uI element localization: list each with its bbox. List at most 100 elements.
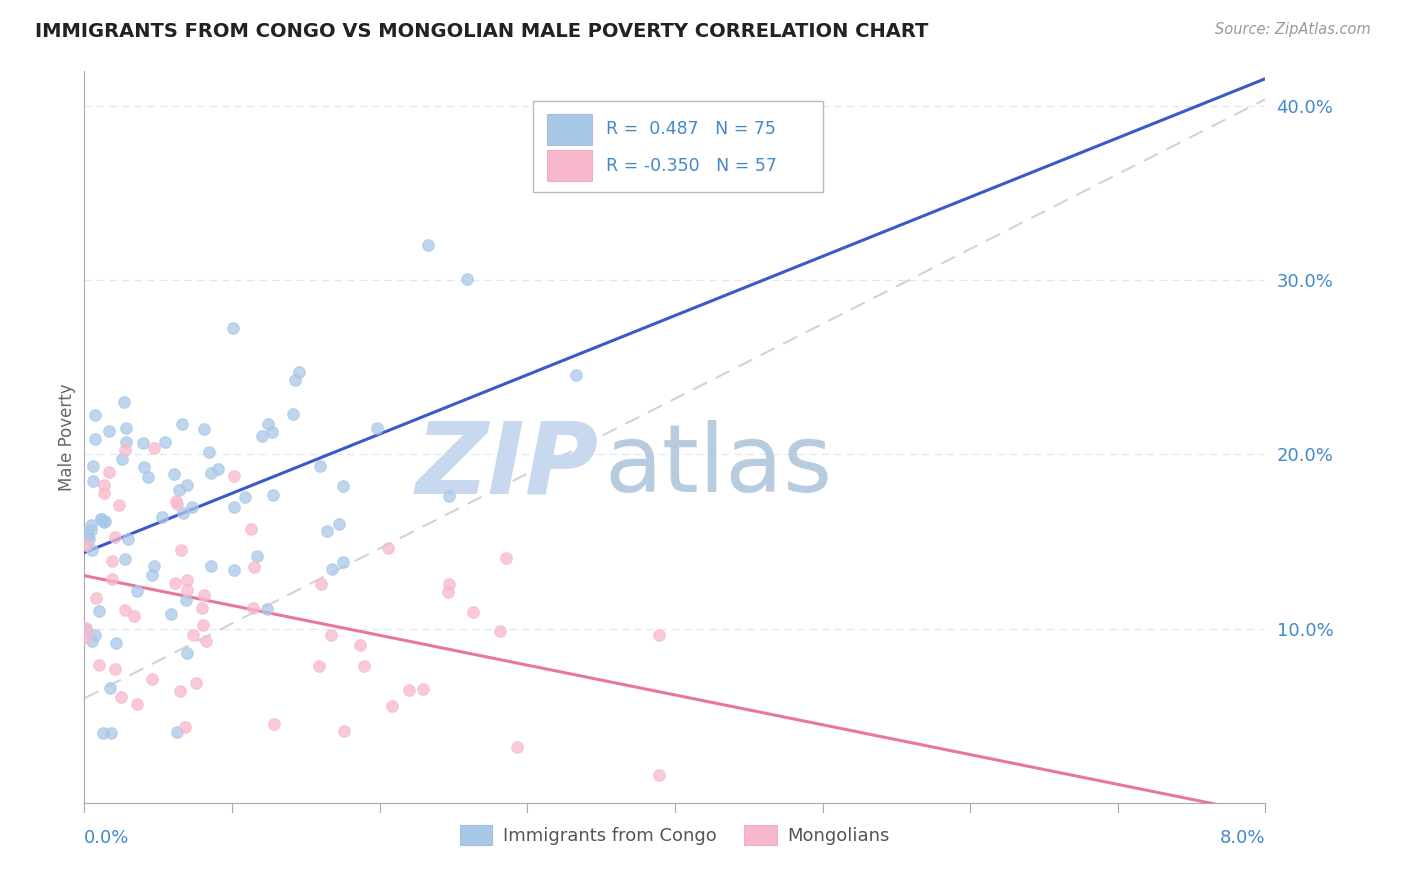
Point	[141, 568, 163, 582]
Point	[418, 238, 440, 252]
Point	[83, 408, 105, 422]
Point	[222, 321, 245, 335]
Point	[200, 466, 222, 480]
Point	[262, 488, 284, 502]
Point	[114, 442, 136, 457]
Point	[349, 638, 371, 652]
Point	[104, 530, 127, 544]
Point	[176, 582, 198, 597]
Point	[84, 591, 107, 605]
Text: 0.0%: 0.0%	[84, 829, 129, 847]
Point	[309, 459, 332, 474]
Point	[381, 698, 404, 713]
Point	[176, 573, 198, 587]
Y-axis label: Male Poverty: Male Poverty	[58, 384, 76, 491]
Point	[564, 368, 586, 383]
Point	[250, 429, 273, 443]
Text: 8.0%: 8.0%	[1220, 829, 1265, 847]
Point	[76, 527, 98, 541]
Point	[489, 624, 512, 638]
Point	[284, 373, 307, 387]
Point	[243, 560, 266, 574]
Point	[105, 636, 128, 650]
Point	[193, 421, 215, 435]
Point	[332, 479, 354, 493]
Point	[233, 490, 256, 504]
Point	[260, 425, 283, 439]
Point	[176, 477, 198, 491]
Point	[125, 583, 148, 598]
Point	[198, 444, 221, 458]
Point	[98, 465, 121, 479]
Point	[91, 726, 114, 740]
Point	[173, 507, 195, 521]
Point	[170, 542, 193, 557]
Point	[181, 628, 204, 642]
Point	[83, 628, 105, 642]
Point	[132, 436, 155, 450]
Point	[104, 662, 127, 676]
Text: atlas: atlas	[605, 420, 832, 512]
Point	[256, 602, 278, 616]
FancyBboxPatch shape	[533, 101, 823, 192]
Point	[222, 563, 245, 577]
Point	[495, 551, 517, 566]
Point	[283, 407, 305, 421]
Point	[153, 435, 176, 450]
Point	[82, 634, 104, 648]
Point	[456, 272, 478, 286]
Point	[89, 604, 111, 618]
FancyBboxPatch shape	[547, 114, 592, 145]
Point	[174, 592, 197, 607]
Point	[316, 524, 339, 538]
Point	[319, 628, 342, 642]
Point	[308, 658, 330, 673]
Point	[333, 724, 356, 739]
Point	[75, 630, 97, 644]
Point	[114, 435, 136, 450]
Point	[257, 417, 280, 431]
Point	[111, 452, 134, 467]
Point	[288, 365, 311, 379]
Point	[90, 512, 112, 526]
Point	[207, 462, 229, 476]
Point	[166, 725, 188, 739]
Point	[80, 543, 103, 558]
Point	[169, 683, 191, 698]
Point	[75, 538, 97, 552]
Point	[200, 559, 222, 574]
Point	[77, 532, 100, 546]
Point	[83, 432, 105, 446]
Text: R =  0.487   N = 75: R = 0.487 N = 75	[606, 120, 776, 138]
Point	[377, 541, 399, 555]
Text: R = -0.350   N = 57: R = -0.350 N = 57	[606, 157, 778, 175]
Point	[100, 553, 122, 567]
Point	[82, 458, 104, 473]
Point	[165, 493, 187, 508]
Point	[436, 585, 458, 599]
Point	[648, 768, 671, 782]
Point	[463, 605, 485, 619]
Point	[191, 618, 214, 632]
Point	[141, 673, 163, 687]
Point	[143, 441, 166, 455]
Point	[93, 485, 115, 500]
Point	[239, 522, 262, 536]
Point	[648, 628, 671, 642]
Point	[246, 549, 269, 563]
Point	[263, 717, 285, 731]
Point	[98, 424, 121, 438]
Point	[170, 417, 193, 432]
Point	[163, 467, 186, 481]
Point	[176, 647, 198, 661]
Point	[167, 483, 190, 498]
Point	[108, 499, 131, 513]
Point	[93, 515, 115, 529]
Point	[321, 562, 343, 576]
Point	[173, 720, 195, 734]
Point	[110, 690, 132, 705]
Point	[163, 575, 186, 590]
Point	[114, 603, 136, 617]
Point	[142, 559, 165, 574]
Point	[98, 681, 121, 695]
